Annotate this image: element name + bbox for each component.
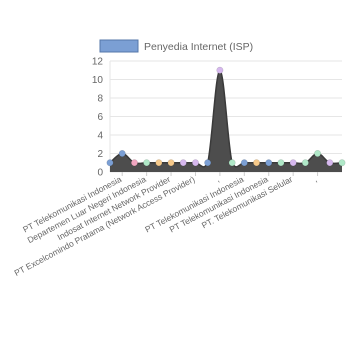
- x-tick-label: ,: [214, 174, 221, 184]
- data-point[interactable]: [277, 159, 285, 167]
- data-point[interactable]: [191, 159, 199, 167]
- data-point[interactable]: [216, 66, 224, 74]
- data-point[interactable]: [240, 159, 248, 167]
- y-tick-label: 8: [97, 94, 103, 105]
- data-point[interactable]: [338, 159, 346, 167]
- data-point[interactable]: [155, 159, 163, 167]
- data-point[interactable]: [143, 159, 151, 167]
- data-point[interactable]: [228, 159, 236, 167]
- points-layer: [106, 66, 346, 167]
- data-point[interactable]: [167, 159, 175, 167]
- data-point[interactable]: [179, 159, 187, 167]
- data-point[interactable]: [130, 159, 138, 167]
- area-layer: [109, 69, 343, 172]
- data-point[interactable]: [106, 159, 114, 167]
- x-tick-label: ,: [312, 174, 319, 184]
- y-tick-label: 0: [97, 168, 103, 179]
- y-axis-ticks: 0 2 4 6 8 10 12: [92, 57, 104, 179]
- data-point[interactable]: [289, 159, 297, 167]
- y-tick-label: 4: [97, 131, 103, 142]
- data-point[interactable]: [301, 159, 309, 167]
- y-tick-label: 10: [92, 75, 104, 86]
- data-point[interactable]: [265, 159, 273, 167]
- y-tick-label: 2: [97, 149, 103, 160]
- legend-swatch[interactable]: [99, 39, 139, 53]
- data-point[interactable]: [253, 159, 261, 167]
- data-point[interactable]: [204, 159, 212, 167]
- y-tick-label: 12: [92, 57, 104, 68]
- data-point[interactable]: [314, 150, 322, 158]
- legend-label: Penyedia Internet (ISP): [144, 41, 253, 53]
- series-area: [110, 70, 342, 172]
- y-tick-label: 6: [97, 112, 103, 123]
- data-point[interactable]: [118, 150, 126, 158]
- data-point[interactable]: [326, 159, 334, 167]
